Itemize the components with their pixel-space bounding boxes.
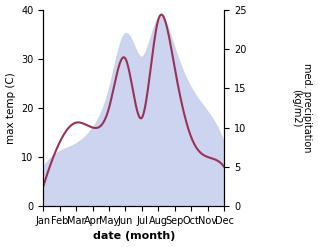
Y-axis label: max temp (C): max temp (C) (5, 72, 16, 144)
X-axis label: date (month): date (month) (93, 231, 175, 242)
Y-axis label: med. precipitation
(kg/m2): med. precipitation (kg/m2) (291, 63, 313, 153)
